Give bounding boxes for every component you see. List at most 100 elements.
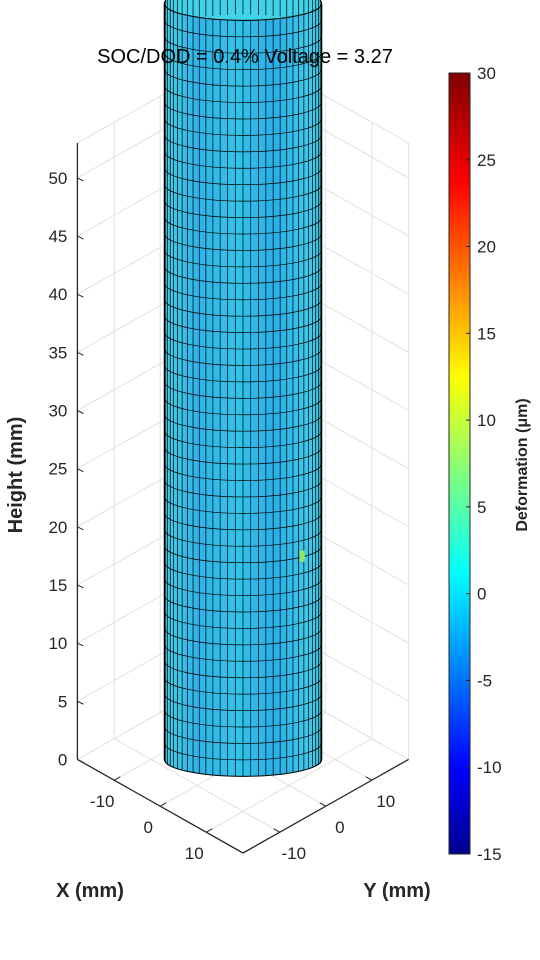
mesh-line [163, 627, 323, 646]
z-tick-label: 30 [48, 402, 67, 421]
x-tick-label: 0 [143, 818, 152, 837]
mesh-line [163, 397, 323, 416]
z-tick [77, 758, 84, 763]
mesh-line [163, 315, 323, 333]
mesh-line [163, 102, 323, 120]
z-tick-label: 35 [48, 343, 67, 362]
y-tick [319, 802, 327, 807]
mesh-line [163, 693, 323, 711]
colorbar [448, 72, 471, 855]
x-tick [159, 802, 167, 807]
z-tick [77, 351, 84, 356]
cylinder-surface [163, 0, 323, 777]
colorbar-tick-label: 20 [477, 238, 496, 257]
y-tick-label: -10 [282, 844, 307, 863]
mesh-line [163, 217, 323, 235]
tick-labels: 0 5 10 15 20 25 30 35 40 45 50 -10 0 10 -10 0 10 [48, 169, 395, 863]
mesh-line [163, 167, 323, 186]
z-tick-label: 50 [48, 169, 67, 188]
colorbar-tick-label: 15 [477, 324, 496, 343]
mesh-line [163, 36, 323, 54]
chart-title: SOC/DOD = 0.4% Voltage = 3.27 [97, 46, 393, 68]
mesh-line [163, 447, 323, 465]
x-tick [113, 776, 121, 781]
z-tick [77, 468, 84, 473]
mesh-line [163, 85, 323, 103]
z-tick [77, 526, 84, 531]
mesh-line [163, 184, 323, 202]
colorbar-tick-label: 5 [477, 498, 486, 517]
mesh-line [163, 644, 323, 662]
z-tick [77, 293, 84, 298]
mesh-line [163, 726, 323, 744]
z-tick [77, 700, 84, 705]
mesh-line [163, 578, 323, 596]
z-tick [77, 410, 84, 414]
colorbar-tick-label: -10 [477, 758, 502, 777]
z-tick-label: 5 [58, 692, 67, 711]
z-tick-label: 25 [48, 460, 67, 479]
z-tick [77, 642, 84, 647]
mesh-line [163, 529, 323, 547]
colorbar-tick-label: -5 [477, 671, 492, 690]
x-axis-label: X (mm) [56, 880, 124, 902]
mesh-line [163, 332, 323, 350]
y-tick [273, 828, 281, 833]
mesh-line [163, 249, 323, 268]
y-tick [365, 776, 373, 781]
mesh-line [163, 134, 323, 153]
mesh-line [163, 545, 323, 564]
mesh-line [163, 299, 323, 317]
colorbar-tick-label: 10 [477, 411, 496, 430]
x-tick [205, 828, 213, 833]
mesh-line [163, 200, 323, 218]
z-tick-label: 0 [58, 750, 67, 769]
mesh-line [163, 118, 323, 136]
colorbar-label: Deformation (μm) [514, 398, 531, 531]
mesh-line [163, 710, 323, 728]
z-tick [77, 235, 84, 240]
colorbar-tick-label: 30 [477, 64, 496, 83]
mesh-line [163, 562, 323, 580]
z-axis-label: Height (mm) [5, 417, 27, 534]
z-tick-label: 40 [48, 285, 67, 304]
mesh-line [163, 480, 323, 498]
mesh-line [163, 69, 323, 87]
x-tick-label: 10 [185, 844, 204, 863]
colorbar-tick-label: 25 [477, 151, 496, 170]
mesh-line [163, 266, 323, 284]
mesh-line [163, 430, 323, 448]
mesh-line [163, 364, 323, 383]
z-tick-label: 20 [48, 518, 67, 537]
y-tick-label: 0 [335, 818, 344, 837]
mesh-line [163, 414, 323, 432]
colorbar-tick-label: -15 [477, 845, 502, 864]
mesh-line [163, 595, 323, 613]
mesh-line [163, 512, 323, 531]
mesh-line [163, 381, 323, 399]
mesh-line [163, 348, 323, 366]
mesh-line [163, 742, 323, 761]
z-tick-label: 10 [48, 634, 67, 653]
mesh-line [163, 660, 323, 679]
mesh-line [163, 233, 323, 251]
mesh-line [163, 463, 323, 481]
z-tick [77, 584, 84, 589]
z-tick-label: 15 [48, 576, 67, 595]
colorbar-ticks: 30 25 20 15 10 5 0 -5 -10 -15 [466, 64, 502, 864]
mesh-line [163, 282, 323, 301]
colorbar-gradient [448, 72, 471, 855]
colorbar-tick-label: 0 [477, 585, 486, 604]
mesh-line [163, 19, 323, 38]
z-tick [77, 177, 84, 182]
mesh-line [163, 151, 323, 169]
mesh-line [163, 52, 323, 71]
deformation-hotspot [299, 550, 305, 562]
mesh-line [163, 611, 323, 629]
mesh-line [163, 677, 323, 695]
gridline [113, 738, 281, 833]
y-tick-label: 10 [376, 792, 395, 811]
mesh-line [163, 496, 323, 514]
x-tick-label: -10 [90, 792, 115, 811]
